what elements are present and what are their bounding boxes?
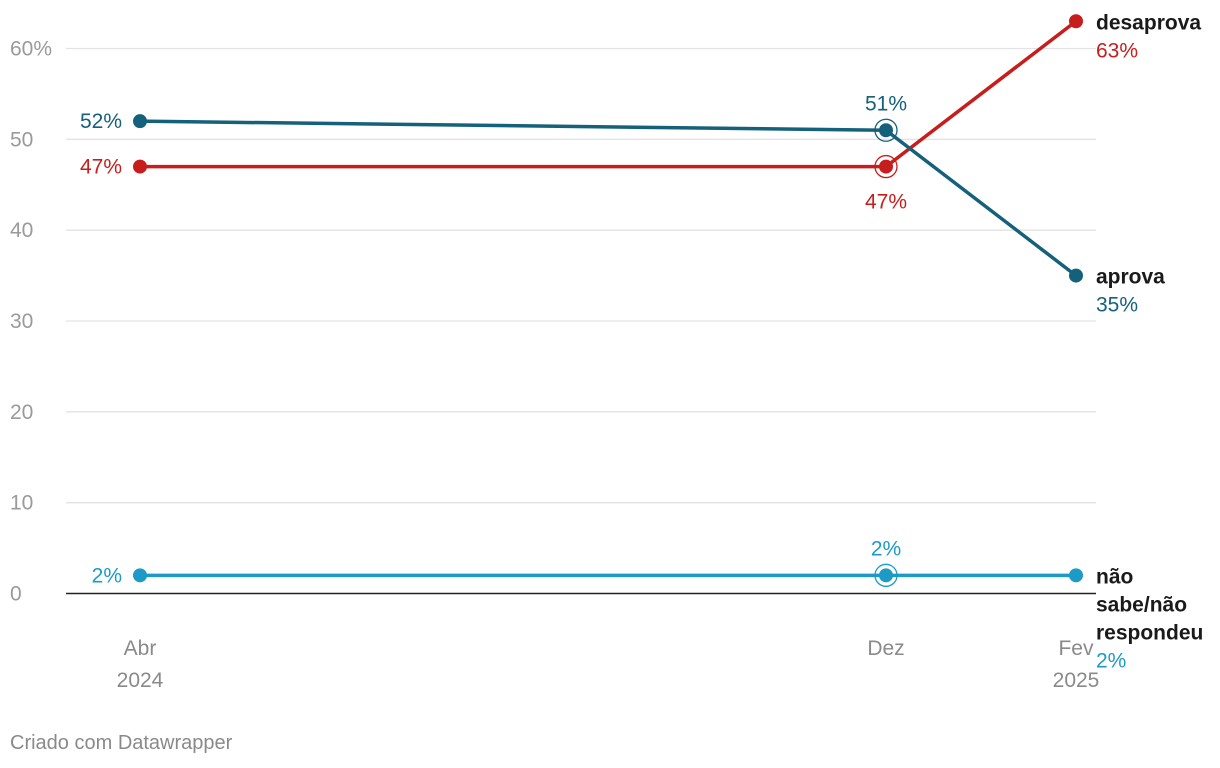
series-name-label: não: [1096, 565, 1133, 588]
data-point: [879, 159, 893, 174]
data-point: [1069, 268, 1083, 283]
series-name-label: desaprova: [1096, 11, 1201, 34]
x-tick-label: Abr: [124, 637, 157, 660]
data-point: [879, 568, 893, 583]
data-point: [1069, 568, 1083, 583]
series-name-label: sabe/não: [1096, 593, 1187, 616]
x-tick-label: 2024: [117, 669, 164, 692]
series-line: [140, 19, 1078, 169]
x-tick-label: Dez: [867, 637, 904, 660]
y-tick-label: 60%: [10, 38, 52, 61]
y-tick-label: 0: [10, 583, 22, 606]
data-label: 2%: [92, 564, 122, 587]
end-value-label: 63%: [1096, 39, 1138, 62]
series-name-label: respondeu: [1096, 621, 1203, 644]
y-tick-label: 30: [10, 310, 33, 333]
data-point: [1069, 14, 1083, 29]
y-tick-label: 10: [10, 492, 33, 515]
data-point: [133, 159, 147, 174]
data-label: 52%: [80, 110, 122, 133]
x-tick-label: 2025: [1053, 669, 1100, 692]
end-value-label: 2%: [1096, 649, 1126, 672]
x-tick-label: Fev: [1058, 637, 1094, 660]
y-tick-label: 50: [10, 128, 33, 151]
y-tick-label: 20: [10, 401, 33, 424]
data-label: 47%: [80, 156, 122, 179]
highlight-ring: [874, 154, 898, 179]
end-value-label: 35%: [1096, 294, 1138, 317]
data-point: [879, 123, 893, 138]
y-tick-label: 40: [10, 219, 33, 242]
data-label: 47%: [865, 191, 907, 214]
highlight-ring: [874, 118, 898, 142]
data-point: [133, 568, 147, 583]
data-label: 51%: [865, 92, 907, 115]
series-line: [139, 119, 1078, 277]
series-name-label: aprova: [1096, 266, 1165, 289]
data-label: 2%: [871, 537, 901, 560]
credit-text: Criado com Datawrapper: [10, 732, 233, 754]
highlight-ring: [874, 563, 898, 587]
data-point: [133, 114, 147, 129]
